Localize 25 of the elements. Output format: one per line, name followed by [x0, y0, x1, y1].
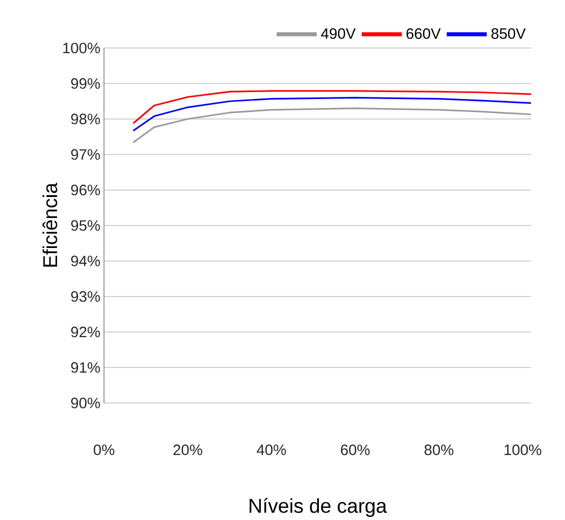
x-tick-label: 80%: [424, 444, 454, 456]
y-tick-label: 94%: [71, 256, 100, 266]
legend-label: 850V: [491, 28, 526, 39]
line-series: [132, 96, 532, 132]
y-tick-label: 99%: [71, 78, 100, 89]
y-tick-label: 96%: [71, 184, 100, 196]
y-tick-label: 95%: [71, 220, 100, 231]
x-tick-label: 100%: [504, 444, 542, 456]
y-axis-title: Eficiência: [42, 182, 58, 267]
x-tick-label: 40%: [256, 444, 286, 456]
line-series: [132, 107, 532, 144]
y-tick-label: 98%: [71, 114, 100, 124]
x-axis-title: Níveis de carga: [250, 498, 387, 517]
legend-label: 490V: [321, 28, 356, 39]
line-series: [132, 90, 532, 124]
y-tick-label: 93%: [71, 291, 100, 302]
y-tick-label: 90%: [71, 398, 100, 408]
x-tick-label: 0%: [94, 444, 114, 456]
x-tick-label: 20%: [173, 444, 202, 456]
y-tick-label: 97%: [71, 149, 100, 160]
x-tick-label: 60%: [340, 444, 370, 456]
y-tick-label: 100%: [63, 42, 100, 54]
y-tick-label: 92%: [71, 326, 100, 338]
legend-label: 660V: [406, 28, 441, 39]
y-tick-label: 91%: [71, 362, 100, 373]
